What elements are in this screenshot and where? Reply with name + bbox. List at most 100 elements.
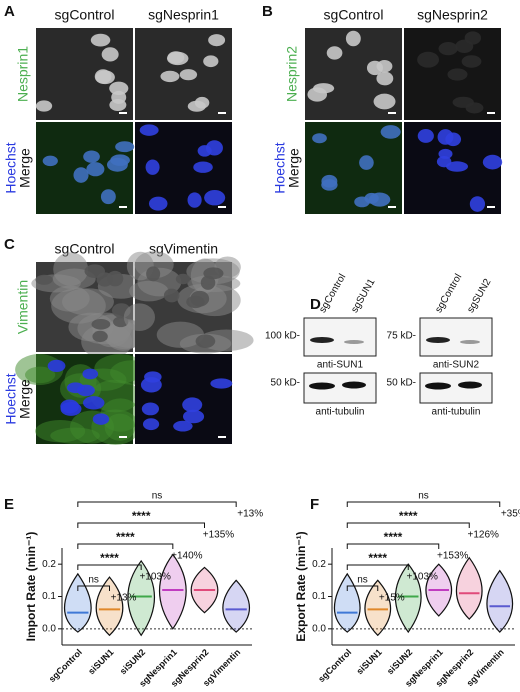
significance-label: **** bbox=[132, 509, 151, 523]
y-tick-label: 0.0 bbox=[312, 623, 326, 634]
nucleus bbox=[83, 150, 100, 163]
nucleus bbox=[461, 55, 482, 68]
band bbox=[310, 337, 334, 343]
nucleus bbox=[167, 51, 185, 64]
nucleus bbox=[417, 51, 440, 68]
column-label: sgVimentin bbox=[149, 241, 218, 257]
x-tick-label: siSUN2 bbox=[118, 647, 147, 676]
nucleus bbox=[354, 196, 370, 208]
significance-bracket bbox=[77, 543, 174, 549]
change-label: +140% bbox=[171, 551, 203, 562]
band bbox=[458, 381, 482, 389]
scale-bar bbox=[119, 112, 127, 114]
y-tick-label: 0.2 bbox=[312, 559, 326, 570]
cell bbox=[104, 413, 136, 441]
panel-letter: B bbox=[262, 3, 273, 20]
change-label: +35% bbox=[501, 509, 520, 520]
nucleus bbox=[60, 401, 82, 416]
x-tick-label: siSUN1 bbox=[86, 647, 115, 676]
nucleus bbox=[35, 274, 53, 285]
nucleus bbox=[179, 69, 198, 81]
significance-label: **** bbox=[368, 551, 387, 565]
band bbox=[426, 337, 450, 343]
nucleus bbox=[326, 46, 343, 60]
nucleus bbox=[109, 99, 127, 112]
lane-label: sgControl bbox=[317, 272, 348, 315]
change-label: +103% bbox=[407, 572, 439, 583]
nucleus bbox=[66, 382, 85, 394]
nucleus bbox=[186, 295, 205, 309]
antibody-label: anti-SUN1 bbox=[317, 360, 364, 371]
nucleus bbox=[446, 161, 469, 172]
y-tick-label: 0.1 bbox=[312, 591, 326, 602]
nucleus bbox=[187, 100, 206, 112]
nucleus bbox=[148, 196, 168, 211]
nucleus bbox=[203, 267, 224, 280]
significance-bracket bbox=[77, 585, 110, 591]
nucleus bbox=[208, 34, 226, 47]
scale-bar bbox=[218, 436, 226, 438]
significance-label: ns bbox=[152, 491, 163, 502]
nucleus bbox=[109, 81, 129, 96]
violin bbox=[364, 579, 392, 637]
stain-label: Nesprin2 bbox=[284, 46, 300, 102]
nucleus bbox=[73, 167, 89, 183]
nucleus bbox=[175, 273, 191, 285]
change-label: +126% bbox=[468, 530, 500, 541]
significance-label: **** bbox=[100, 551, 119, 565]
nucleus bbox=[376, 71, 394, 86]
size-marker: 50 kD- bbox=[387, 378, 416, 389]
cell bbox=[52, 268, 96, 290]
violin bbox=[333, 572, 361, 633]
nucleus bbox=[35, 100, 53, 112]
nucleus bbox=[437, 129, 454, 145]
significance-bracket bbox=[346, 564, 409, 570]
column-label: sgControl bbox=[324, 7, 384, 23]
nucleus bbox=[139, 124, 159, 136]
change-label: +15% bbox=[379, 593, 405, 604]
panel-letter: F bbox=[310, 496, 319, 513]
panel-letter: C bbox=[4, 236, 15, 253]
nucleus bbox=[140, 377, 162, 393]
significance-label: ns bbox=[418, 491, 429, 502]
stain-label: Vimentin bbox=[15, 280, 31, 334]
violin bbox=[127, 559, 156, 637]
nucleus bbox=[312, 133, 327, 144]
significance-label: ns bbox=[357, 575, 368, 586]
scale-bar bbox=[119, 206, 127, 208]
nucleus bbox=[205, 140, 223, 156]
nucleus bbox=[92, 330, 108, 343]
nucleus bbox=[160, 70, 180, 83]
change-label: +13% bbox=[237, 509, 263, 520]
merge-label: Merge bbox=[17, 379, 33, 419]
nucleus bbox=[163, 288, 180, 303]
significance-bracket bbox=[346, 585, 379, 591]
panel-letter: D bbox=[310, 296, 321, 313]
nucleus bbox=[142, 418, 160, 431]
band bbox=[425, 382, 451, 390]
nucleus bbox=[141, 402, 160, 416]
nucleus bbox=[469, 196, 486, 212]
violin bbox=[64, 572, 92, 633]
nucleus bbox=[380, 125, 401, 139]
merge-label: Merge bbox=[17, 148, 33, 188]
nucleus bbox=[345, 30, 361, 47]
violin bbox=[455, 556, 483, 620]
change-label: +153% bbox=[437, 551, 469, 562]
nucleus bbox=[438, 148, 453, 159]
nucleus bbox=[95, 70, 115, 85]
cell bbox=[129, 280, 169, 302]
scale-bar bbox=[218, 112, 226, 114]
nucleus bbox=[110, 154, 130, 166]
nucleus bbox=[210, 378, 233, 389]
band bbox=[342, 381, 366, 389]
y-axis-label: Import Rate (min⁻¹) bbox=[24, 532, 38, 642]
significance-bracket bbox=[77, 522, 205, 528]
nucleus bbox=[359, 155, 374, 170]
nucleus bbox=[203, 55, 219, 68]
nucleus bbox=[417, 128, 434, 143]
counterstain-label: Hoechst bbox=[3, 142, 19, 193]
x-tick-label: siSUN2 bbox=[385, 647, 414, 676]
nucleus bbox=[173, 420, 193, 432]
violin bbox=[222, 579, 250, 633]
